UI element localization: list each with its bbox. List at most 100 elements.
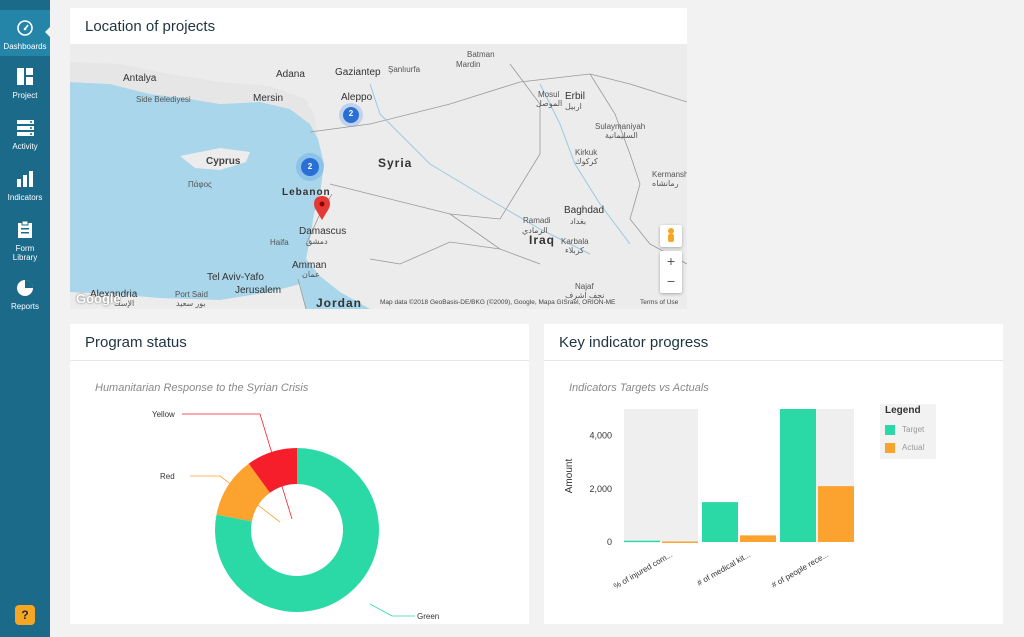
nav-dashboards[interactable]: Dashboards <box>0 10 50 56</box>
map-label: Iraq <box>529 233 556 247</box>
map-label: Mersin <box>253 93 284 104</box>
program-status-card: Program status Humanitarian Response to … <box>70 324 529 624</box>
map-label: رمانشاه <box>652 179 679 188</box>
map-label: Adana <box>276 69 305 80</box>
map-label: Şanlıurfa <box>388 65 421 74</box>
nav-form-library[interactable]: Form Library <box>0 220 50 267</box>
map-label: اربيل <box>565 102 582 111</box>
bar-actual <box>662 541 698 543</box>
y-axis-label: Amount <box>564 459 575 494</box>
nav-reports[interactable]: Reports <box>0 280 50 326</box>
pegman-icon <box>668 228 674 242</box>
leader-line-yellow <box>182 413 293 520</box>
map-label: Erbil <box>565 91 586 102</box>
legend-item: Actual <box>902 443 925 452</box>
leader-line-red <box>190 475 281 523</box>
donut-label-green: Green <box>417 612 440 621</box>
nav-indicators[interactable]: Indicators <box>0 171 50 217</box>
pie-chart-icon <box>0 280 50 298</box>
map-attribution: Map data ©2018 GeoBasis-DE/BKG (©2009), … <box>380 299 616 306</box>
map-label: Antalya <box>123 73 157 84</box>
map-label: Ramadi <box>523 216 551 225</box>
nav-activity[interactable]: Activity <box>0 120 50 166</box>
map-label: Batman <box>467 50 495 59</box>
map-label: Cyprus <box>206 156 241 167</box>
sidebar: Dashboards Project Activity Indicators F… <box>0 0 50 637</box>
cluster-count: 2 <box>348 109 354 118</box>
map-label: دمشق <box>306 237 328 246</box>
key-indicator-card: Key indicator progress Indicators Target… <box>544 324 1003 624</box>
donut-slice-red <box>248 448 297 493</box>
legend-box: Legend Target Actual <box>880 404 936 459</box>
map-label: Syria <box>378 156 413 170</box>
y-tick-label: 0 <box>607 537 612 547</box>
divider <box>544 360 1003 361</box>
street-view-button[interactable] <box>660 225 682 247</box>
divider <box>70 360 529 361</box>
nav-label: Dashboards <box>3 42 47 51</box>
x-tick-label: # of people rece... <box>770 550 830 590</box>
zoom-out-button[interactable]: − <box>666 273 676 289</box>
x-tick-label: % of injured com... <box>612 550 674 591</box>
google-logo: Google <box>76 291 121 306</box>
bar-hover-bg <box>624 409 698 542</box>
nav-label: Reports <box>10 302 39 311</box>
program-card-title: Program status <box>85 334 187 351</box>
map-card-header: Location of projects <box>70 8 687 44</box>
map-label: Baghdad <box>564 205 605 216</box>
map-label: Tel Aviv-Yafo <box>207 272 264 283</box>
bar-target <box>780 409 816 542</box>
map-label: Mardin <box>456 60 481 69</box>
chart-subtitle: Indicators Targets vs Actuals <box>569 382 709 394</box>
bar-actual <box>740 535 776 542</box>
legend-title: Legend <box>885 405 921 416</box>
donut-chart <box>182 413 415 617</box>
nav-label: Indicators <box>7 193 43 202</box>
grid-icon <box>0 68 50 87</box>
location-pin-icon[interactable] <box>314 196 330 220</box>
map-label: Sulaymaniyah <box>595 122 646 131</box>
map-label: Amman <box>292 260 327 271</box>
terms-link[interactable]: Terms of Use <box>640 299 679 306</box>
donut-slice-yellow <box>216 463 270 522</box>
map-label: Damascus <box>299 226 347 237</box>
map-label: عمان <box>302 270 320 279</box>
cluster-marker[interactable] <box>339 103 363 127</box>
map-label: بغداد <box>570 217 587 226</box>
indicator-card-title: Key indicator progress <box>559 334 709 351</box>
list-icon <box>0 120 50 138</box>
clipboard-icon <box>0 220 50 240</box>
map-label: الرمادي <box>522 226 548 235</box>
map-label: Side Belediyesi <box>136 95 191 104</box>
x-tick-label: # of medical kit... <box>696 550 752 588</box>
help-button[interactable]: ? <box>15 605 35 625</box>
map-label: Jerusalem <box>235 285 282 296</box>
nav-label: Activity <box>12 142 38 151</box>
chart-subtitle: Humanitarian Response to the Syrian Cris… <box>95 382 309 394</box>
nav-project[interactable]: Project <box>0 68 50 114</box>
map-label: الإسك <box>114 299 135 308</box>
legend-swatch-actual <box>885 443 895 453</box>
zoom-in-button[interactable]: + <box>666 253 676 269</box>
bar-target <box>624 540 660 543</box>
nav-label: Project <box>12 91 38 100</box>
zoom-control: + − <box>660 251 682 293</box>
donut-slice-green <box>214 448 380 612</box>
cluster-marker[interactable] <box>296 153 324 181</box>
legend-swatch-target <box>885 425 895 435</box>
y-tick-label: 4,000 <box>589 431 612 441</box>
donut-label-yellow: Yellow <box>152 410 175 419</box>
map-label: Kermansh <box>652 170 687 179</box>
leader-line-green <box>369 603 415 617</box>
y-tick-label: 2,000 <box>589 484 612 494</box>
map-canvas <box>70 44 687 309</box>
map-label: Najaf <box>575 282 594 291</box>
map-label: نجف اشرف <box>565 291 605 300</box>
map-label: Mosul <box>538 90 560 99</box>
projects-map[interactable]: 2 2 Antalya Side Belediyesi Adana Mersin… <box>70 44 687 309</box>
map-label: Haifa <box>270 238 289 247</box>
bar-target <box>702 502 738 542</box>
active-caret <box>45 27 50 37</box>
bar-chart-icon <box>0 171 50 189</box>
nav-label: Form Library <box>12 244 38 262</box>
